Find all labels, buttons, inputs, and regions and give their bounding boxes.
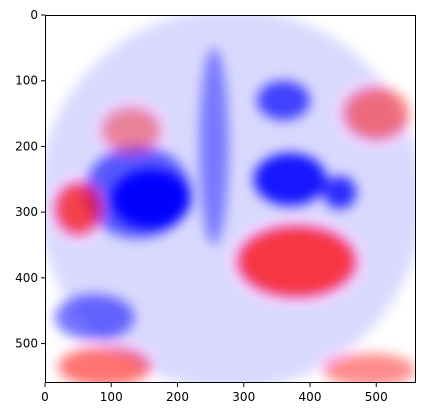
heatmap-image <box>45 15 416 383</box>
heatmap-region-9 <box>343 87 410 140</box>
x-tick-label: 100 <box>100 390 123 404</box>
heatmap-region-3 <box>253 153 327 206</box>
y-tick-label: 100 <box>15 74 38 88</box>
heatmap-region-8 <box>237 225 357 298</box>
x-tick-label: 0 <box>41 390 49 404</box>
heatmap-region-12 <box>58 346 151 383</box>
heatmap-region-7 <box>54 294 135 341</box>
heatmap-region-6 <box>199 47 229 245</box>
heatmap-region-11 <box>101 107 161 153</box>
heatmap-region-4 <box>323 176 357 209</box>
plot-frame <box>45 15 416 383</box>
x-axis: 0 100 200 300 400 500 <box>41 383 388 404</box>
heatmap-regions <box>45 15 416 383</box>
heatmap-region-10 <box>54 182 102 236</box>
y-tick-label: 400 <box>15 271 38 285</box>
y-tick-label: 200 <box>15 139 38 153</box>
heatmap-region-5 <box>257 80 310 121</box>
x-tick-label: 400 <box>299 390 322 404</box>
y-tick-label: 300 <box>15 205 38 219</box>
x-tick-label: 500 <box>365 390 388 404</box>
y-tick-label: 500 <box>15 337 38 351</box>
heatmap-region-13 <box>323 353 416 383</box>
heatmap-region-2 <box>84 146 191 239</box>
y-axis: 0 100 200 300 400 500 <box>15 8 45 351</box>
x-tick-label: 300 <box>232 390 255 404</box>
x-tick-label: 200 <box>166 390 189 404</box>
y-tick-label: 0 <box>30 8 38 22</box>
